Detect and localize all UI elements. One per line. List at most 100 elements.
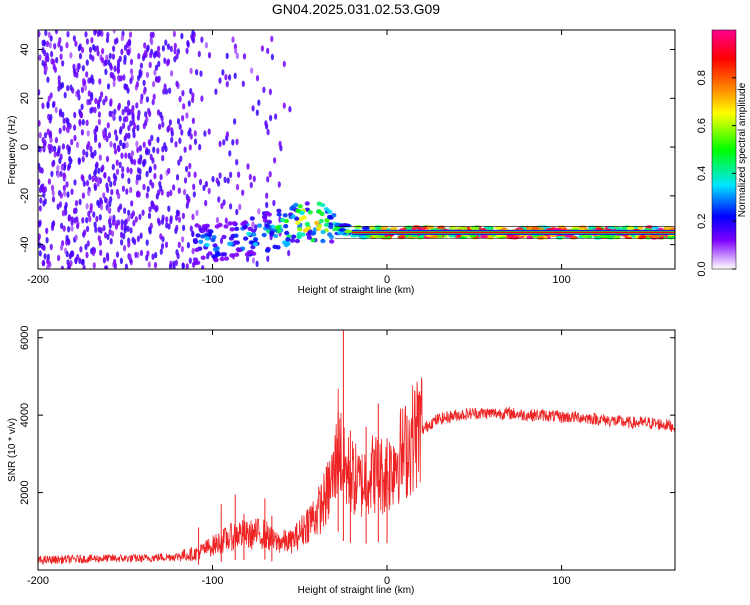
spectrogram-noise-blob bbox=[129, 77, 133, 85]
spectrogram-noise-blob bbox=[85, 251, 89, 259]
spectrogram-noise-blob bbox=[153, 261, 158, 269]
spectrogram-noise-blob bbox=[88, 98, 92, 106]
spectrogram-noise-blob bbox=[110, 188, 114, 196]
spectrogram-noise-blob bbox=[287, 249, 291, 257]
spectrogram-noise-blob bbox=[137, 191, 141, 198]
spectrogram-noise-blob bbox=[132, 127, 136, 134]
spectrogram-noise-blob bbox=[282, 60, 286, 68]
spectrogram-noise-blob bbox=[187, 100, 191, 107]
spectrogram-noise-blob bbox=[147, 212, 152, 219]
spectrogram-noise-blob bbox=[96, 180, 100, 187]
spectrogram-noise-blob bbox=[51, 221, 55, 228]
spectrogram-noise-blob bbox=[201, 265, 205, 269]
spectrogram-noise-blob bbox=[63, 190, 67, 197]
spectrogram-ridge-blob bbox=[318, 218, 324, 224]
spectrogram-noise-blob bbox=[164, 241, 169, 248]
spectrogram-noise-blob bbox=[176, 48, 180, 55]
spectrogram-noise-blob bbox=[154, 206, 158, 213]
spectrogram-noise-blob bbox=[102, 129, 106, 136]
spectrogram-x-label: Height of straight line (km) bbox=[298, 285, 415, 296]
spectrogram-noise-blob bbox=[81, 258, 85, 266]
spectrogram-noise-blob bbox=[38, 54, 42, 61]
spectrogram-noise-blob bbox=[59, 170, 63, 178]
spectrogram-noise-blob bbox=[59, 192, 64, 199]
colorbar-ticks: 0.0 0.2 0.4 0.6 0.8 bbox=[696, 70, 736, 277]
spectrogram-noise-blob bbox=[104, 68, 108, 76]
spectrogram-noise-blob bbox=[225, 81, 229, 88]
spectrogram-noise-blob bbox=[174, 259, 178, 266]
spectrogram-ridge-blob bbox=[389, 227, 398, 231]
spectrogram-ridge-blob bbox=[253, 237, 259, 242]
spectrogram-ridge-blob bbox=[283, 218, 289, 224]
spectrogram-ridge-blob bbox=[256, 223, 263, 228]
spectrogram-noise-blob bbox=[42, 200, 46, 207]
spectrogram-noise-blob bbox=[86, 130, 90, 137]
spectrogram-noise-blob bbox=[113, 258, 117, 266]
spectrogram-noise-blob bbox=[175, 80, 179, 88]
spectrogram-ridge-blob bbox=[368, 225, 377, 230]
spectrogram-noise-blob bbox=[69, 84, 73, 91]
spectrogram-noise-blob bbox=[157, 60, 161, 68]
spectrogram-noise-blob bbox=[49, 136, 53, 144]
spectrogram-noise-blob bbox=[141, 209, 145, 216]
spectrogram-noise-blob bbox=[73, 179, 77, 186]
spectrogram-noise-blob bbox=[180, 129, 184, 136]
spectrogram-noise-blob bbox=[136, 146, 140, 154]
spectrogram-noise-blob bbox=[198, 178, 203, 186]
spectrogram-noise-blob bbox=[130, 200, 134, 207]
spectrogram-noise-blob bbox=[124, 132, 129, 140]
spectrogram-noise-blob bbox=[66, 191, 70, 198]
spectrogram-ridge-blob bbox=[235, 247, 241, 252]
spectrogram-noise-blob bbox=[107, 59, 111, 66]
spectrogram-noise-blob bbox=[102, 192, 106, 199]
spectrogram-noise-blob bbox=[81, 65, 85, 72]
spectrogram-noise-blob bbox=[156, 147, 160, 154]
spectrogram-noise-blob bbox=[67, 148, 71, 155]
spectrogram-noise-blob bbox=[241, 189, 245, 196]
spectrogram-noise-blob bbox=[81, 156, 85, 163]
spectrogram-noise-blob bbox=[107, 207, 111, 214]
spectrogram-noise-blob bbox=[177, 159, 181, 166]
spectrogram-noise-blob bbox=[172, 264, 176, 269]
spectrogram-noise-blob bbox=[218, 172, 222, 179]
spectrogram-noise-blob bbox=[109, 141, 113, 148]
spectrogram-noise-blob bbox=[228, 74, 232, 81]
spectrogram-noise-blob bbox=[191, 230, 195, 238]
spectrogram-noise-blob bbox=[121, 166, 125, 173]
spectrogram-noise-blob bbox=[158, 123, 162, 130]
x-tick-label: 100 bbox=[552, 274, 570, 286]
x-tick-label: 0 bbox=[384, 274, 390, 286]
spectrogram-noise-blob bbox=[123, 245, 127, 252]
spectrogram-noise-blob bbox=[72, 67, 76, 75]
spectrogram-noise-blob bbox=[74, 200, 79, 207]
spectrogram-noise-blob bbox=[74, 40, 78, 47]
spectrogram-noise-blob bbox=[109, 181, 113, 188]
spectrogram-ridge-blob bbox=[246, 231, 252, 237]
spectrogram-noise-blob bbox=[60, 265, 64, 269]
spectrogram-noise-blob bbox=[57, 254, 61, 262]
spectrogram-ridge-blob bbox=[243, 236, 249, 241]
spectrogram-ridge-blob bbox=[276, 208, 282, 213]
spectrogram-noise-blob bbox=[207, 128, 211, 135]
spectrogram-noise-blob bbox=[188, 144, 192, 151]
spectrogram-noise-blob bbox=[251, 257, 256, 264]
spectrogram-noise-blob bbox=[181, 236, 185, 243]
snr-x-label: Height of straight line (km) bbox=[298, 585, 415, 596]
spectrogram-ridge-blob bbox=[338, 223, 347, 228]
spectrogram-noise-blob bbox=[130, 212, 134, 220]
x-tick-label: -100 bbox=[202, 575, 224, 587]
spectrogram-noise-blob bbox=[77, 158, 81, 165]
spectrogram-noise-blob bbox=[140, 93, 144, 100]
spectrogram-noise-blob bbox=[124, 83, 128, 91]
spectrogram-noise-blob bbox=[167, 223, 171, 230]
spectrogram-noise-blob bbox=[150, 200, 154, 207]
spectrogram-noise-blob bbox=[85, 119, 89, 127]
spectrogram-noise-blob bbox=[181, 263, 185, 269]
spectrogram-noise-blob bbox=[127, 241, 131, 248]
spectrogram-noise-blob bbox=[94, 175, 98, 183]
spectrogram-noise-blob bbox=[169, 45, 173, 53]
colorbar-tick-label: 0.0 bbox=[696, 261, 708, 276]
spectrogram-noise-blob bbox=[94, 168, 98, 175]
spectrogram-ridge-blob bbox=[289, 206, 295, 211]
spectrogram-noise-blob bbox=[85, 203, 89, 210]
